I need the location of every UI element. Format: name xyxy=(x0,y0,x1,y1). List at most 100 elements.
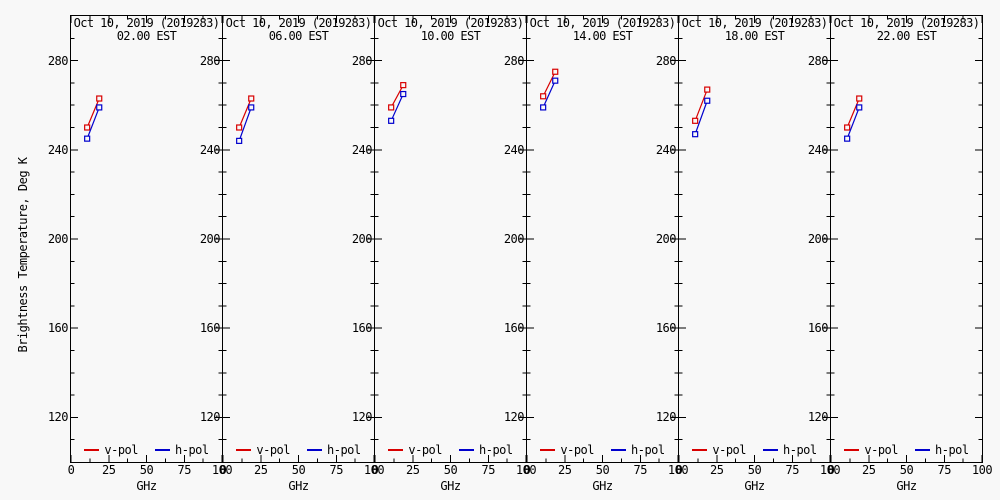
plot-panel-0600: Oct 10, 2019 (2019283) 06.00 EST 120 160 200… xyxy=(200,15,385,493)
data-series-h-pol xyxy=(84,104,103,142)
panel-plot-svg xyxy=(527,16,678,462)
x-axis-title: GHz xyxy=(896,479,917,493)
x-tick-label: 0 xyxy=(675,463,683,477)
legend-swatch-h-pol xyxy=(155,449,170,451)
x-tick-label: 50 xyxy=(443,463,458,477)
y-tick-label: 240 xyxy=(351,142,373,157)
y-tick-label: 160 xyxy=(503,321,525,336)
panel-title: Oct 10, 2019 (2019283) 06.00 EST xyxy=(223,17,374,43)
legend: v-pol h-pol xyxy=(223,443,374,457)
plot-panel-1400: Oct 10, 2019 (2019283) 14.00 EST 120 160 200… xyxy=(504,15,689,493)
x-tick-label: 75 xyxy=(633,463,648,477)
y-tick-label: 240 xyxy=(47,142,69,157)
y-tick-label: 160 xyxy=(351,321,373,336)
y-tick-label: 200 xyxy=(199,232,221,246)
data-series-h-pol xyxy=(388,90,407,124)
legend-item-v-pol: v-pol xyxy=(388,444,442,456)
data-series-v-pol xyxy=(388,82,407,111)
legend-label: h-pol xyxy=(479,443,513,457)
y-tick-label: 160 xyxy=(807,321,829,336)
data-point-marker xyxy=(400,82,407,89)
data-point-marker xyxy=(84,135,91,142)
x-tick-label: 100 xyxy=(515,463,537,477)
y-tick-label: 280 xyxy=(807,53,829,68)
x-tick-label: 25 xyxy=(102,463,116,477)
legend-swatch-v-pol xyxy=(844,449,860,451)
legend-label: h-pol xyxy=(175,443,209,457)
legend-swatch-v-pol xyxy=(692,449,708,451)
legend-swatch-h-pol xyxy=(915,449,930,451)
data-point-marker xyxy=(844,135,851,142)
legend-item-v-pol: v-pol xyxy=(236,444,290,456)
x-tick-label: 75 xyxy=(329,463,344,477)
plot-panel-0200: Oct 10, 2019 (2019283) 02.00 EST 120 160 200… xyxy=(48,15,233,493)
data-series-h-pol xyxy=(844,104,863,142)
legend-label: v-pol xyxy=(408,443,442,457)
axis-ticks xyxy=(831,16,982,462)
data-point-marker xyxy=(388,117,395,124)
data-series-v-pol xyxy=(84,95,103,131)
legend-swatch-h-pol xyxy=(459,449,474,451)
x-tick-label: 100 xyxy=(211,463,233,477)
plot-area: Oct 10, 2019 (2019283) 22.00 EST 120 160 200… xyxy=(808,16,993,493)
x-tick-label: 75 xyxy=(177,463,192,477)
panel-title-time: 14.00 EST xyxy=(572,29,633,43)
panel-title: Oct 10, 2019 (2019283) 10.00 EST xyxy=(375,17,526,43)
legend-item-h-pol: h-pol xyxy=(307,444,361,456)
legend-label: h-pol xyxy=(327,443,361,457)
legend: v-pol h-pol xyxy=(71,443,222,457)
legend-label: v-pol xyxy=(864,443,898,457)
y-tick-label: 120 xyxy=(807,410,829,425)
plot-area: Oct 10, 2019 (2019283) 18.00 EST 120 160 200… xyxy=(656,16,841,493)
panel-title-time: 18.00 EST xyxy=(724,29,785,43)
data-point-marker xyxy=(96,95,103,102)
x-tick-label: 100 xyxy=(667,463,689,477)
legend-item-v-pol: v-pol xyxy=(540,444,594,456)
data-point-marker xyxy=(844,124,851,131)
x-tick-label: 100 xyxy=(819,463,841,477)
axis-ticks xyxy=(527,16,678,462)
x-tick-label: 25 xyxy=(254,463,268,477)
data-point-marker xyxy=(236,124,243,131)
panel-plot-svg xyxy=(831,16,982,462)
y-tick-label: 160 xyxy=(655,321,677,336)
panel-title: Oct 10, 2019 (2019283) 02.00 EST xyxy=(71,17,222,43)
legend-swatch-v-pol xyxy=(540,449,556,451)
legend-item-v-pol: v-pol xyxy=(844,444,898,456)
data-point-marker xyxy=(96,104,103,111)
y-tick-label: 200 xyxy=(351,232,373,246)
legend-swatch-v-pol xyxy=(388,449,404,451)
x-tick-label: 50 xyxy=(595,463,610,477)
x-tick-label: 0 xyxy=(371,463,379,477)
panel-plot-svg xyxy=(375,16,526,462)
panel-title-date: Oct 10, 2019 (2019283) xyxy=(833,16,980,30)
x-tick-label: 25 xyxy=(558,463,572,477)
panel-title-date: Oct 10, 2019 (2019283) xyxy=(73,16,220,30)
panel-plot-svg xyxy=(71,16,222,462)
data-point-marker xyxy=(856,104,863,111)
data-point-marker xyxy=(692,117,699,124)
y-tick-label: 120 xyxy=(199,410,221,425)
data-point-marker xyxy=(388,104,395,111)
data-point-marker xyxy=(704,86,711,93)
x-tick-label: 75 xyxy=(785,463,800,477)
plot-area: Oct 10, 2019 (2019283) 02.00 EST 120 160 200… xyxy=(48,16,233,493)
data-series-v-pol xyxy=(692,86,711,124)
legend-swatch-h-pol xyxy=(307,449,322,451)
x-tick-label: 100 xyxy=(971,463,993,477)
panel-title-date: Oct 10, 2019 (2019283) xyxy=(681,16,828,30)
x-tick-label: 75 xyxy=(481,463,496,477)
data-point-marker xyxy=(552,77,559,84)
y-tick-label: 280 xyxy=(503,53,525,68)
legend-swatch-h-pol xyxy=(763,449,778,451)
x-tick-label: 50 xyxy=(747,463,762,477)
legend: v-pol h-pol xyxy=(679,443,830,457)
axis-ticks xyxy=(375,16,526,462)
data-series-v-pol xyxy=(540,68,559,100)
axis-ticks xyxy=(71,16,222,462)
x-axis-title: GHz xyxy=(744,479,765,493)
data-series-h-pol xyxy=(540,77,559,111)
x-axis-title: GHz xyxy=(440,479,461,493)
data-point-marker xyxy=(248,95,255,102)
data-point-marker xyxy=(856,95,863,102)
